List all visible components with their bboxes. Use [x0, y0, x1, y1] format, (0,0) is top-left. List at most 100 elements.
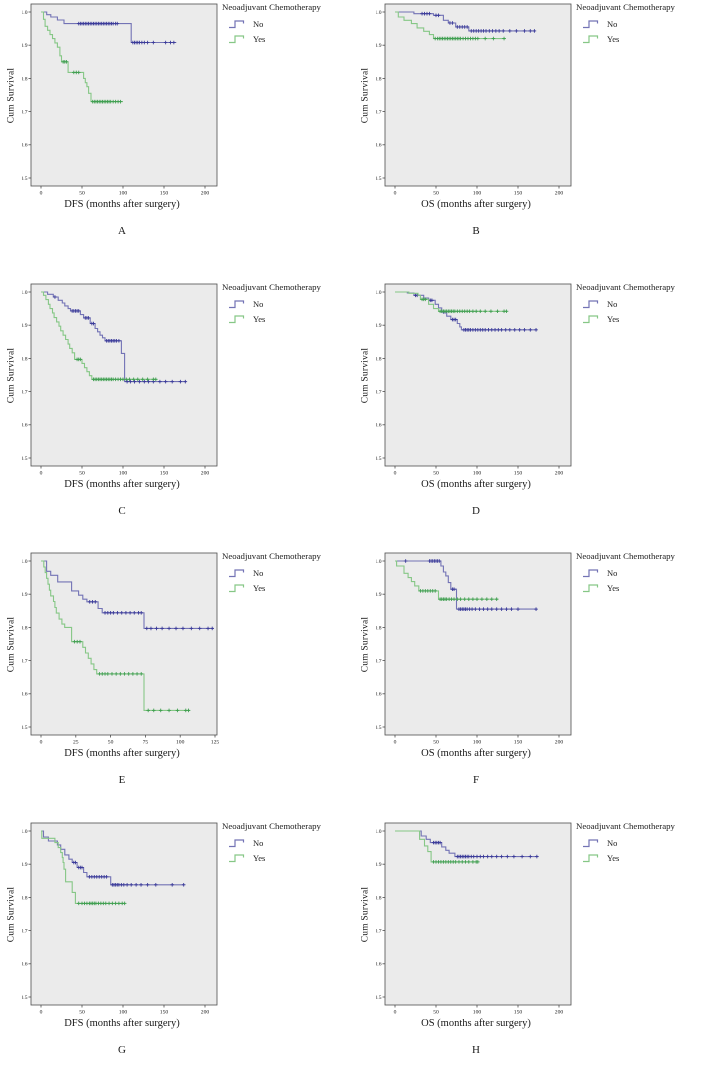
svg-text:150: 150 — [514, 740, 523, 746]
legend-title: Neoadjuvant Chemotherapy — [222, 2, 321, 12]
km-panel-b: Cum Survival 1.0 0.9 0.8 0.7 0.6 0.5 0 50 100 150… — [354, 0, 708, 267]
svg-text:1.0: 1.0 — [376, 559, 382, 565]
svg-text:50: 50 — [108, 740, 114, 746]
km-plot-h: 1.0 0.9 0.8 0.7 0.6 0.5 0 50 100 150 200 — [376, 822, 572, 1016]
svg-text:0.9: 0.9 — [376, 592, 382, 598]
svg-text:100: 100 — [119, 191, 128, 197]
legend-label-no: No — [253, 298, 264, 309]
legend-label-no: No — [253, 837, 264, 848]
svg-text:25: 25 — [73, 740, 79, 746]
legend-item-yes: Yes — [582, 32, 708, 45]
svg-text:0.5: 0.5 — [22, 725, 28, 731]
km-panel-c: Cum Survival 1.0 0.9 0.8 0.7 0.6 0.5 0 50 100 150… — [0, 267, 354, 534]
legend-item-no: No — [228, 836, 354, 849]
svg-text:0.9: 0.9 — [22, 323, 28, 329]
svg-text:100: 100 — [176, 740, 185, 746]
svg-text:0: 0 — [40, 1010, 43, 1016]
svg-text:0.6: 0.6 — [376, 962, 382, 968]
yes-step-line-swatch — [583, 853, 599, 862]
km-plot-f: 1.0 0.9 0.8 0.7 0.6 0.5 0 50 100 150 200 — [376, 552, 572, 746]
svg-text:0.7: 0.7 — [22, 390, 28, 396]
svg-text:0.5: 0.5 — [22, 456, 28, 462]
svg-text:0.8: 0.8 — [22, 625, 28, 631]
no-step-line-swatch — [229, 568, 245, 577]
svg-text:0.8: 0.8 — [376, 895, 382, 901]
legend-title: Neoadjuvant Chemotherapy — [222, 282, 321, 292]
no-step-line-swatch — [583, 838, 599, 847]
x-axis-title: DFS (months after surgery) — [64, 199, 180, 210]
svg-text:50: 50 — [79, 471, 85, 477]
x-axis-title: DFS (months after surgery) — [64, 479, 180, 490]
legend-label-yes: Yes — [607, 313, 620, 324]
svg-text:75: 75 — [143, 740, 149, 746]
legend-label-yes: Yes — [253, 852, 266, 863]
x-axis-title: OS (months after surgery) — [421, 1018, 531, 1029]
km-plot-d: 1.0 0.9 0.8 0.7 0.6 0.5 0 50 100 150 200 — [376, 283, 572, 477]
legend-label-yes: Yes — [607, 852, 620, 863]
legend-item-yes: Yes — [228, 581, 354, 594]
svg-text:0.6: 0.6 — [376, 692, 382, 698]
legend: Neoadjuvant Chemotherapy No Yes — [576, 282, 708, 327]
legend-item-no: No — [582, 836, 708, 849]
svg-text:200: 200 — [201, 471, 210, 477]
km-plot-c: 1.0 0.9 0.8 0.7 0.6 0.5 0 50 100 150 200 — [22, 283, 218, 477]
svg-text:0: 0 — [394, 740, 397, 746]
svg-text:0.9: 0.9 — [376, 323, 382, 329]
legend-item-yes: Yes — [582, 312, 708, 325]
legend-item-no: No — [228, 297, 354, 310]
panel-letter: C — [118, 505, 126, 517]
legend: Neoadjuvant Chemotherapy No Yes — [222, 821, 354, 866]
svg-text:1.0: 1.0 — [22, 559, 28, 565]
svg-text:0.9: 0.9 — [22, 43, 28, 49]
panel-letter: G — [118, 1044, 126, 1056]
svg-text:150: 150 — [514, 1010, 523, 1016]
svg-text:150: 150 — [514, 471, 523, 477]
km-panel-a: Cum Survival 1.0 0.9 0.8 0.7 0.6 0.5 0 50 100 150… — [0, 0, 354, 267]
legend-label-no: No — [607, 567, 618, 578]
legend: Neoadjuvant Chemotherapy No Yes — [576, 821, 708, 866]
legend-item-no: No — [582, 566, 708, 579]
svg-text:150: 150 — [514, 191, 523, 197]
panel-letter: H — [472, 1044, 480, 1056]
svg-text:0.7: 0.7 — [376, 659, 382, 665]
legend-item-yes: Yes — [228, 32, 354, 45]
yes-step-line-swatch — [229, 34, 245, 43]
x-axis-title: OS (months after surgery) — [421, 748, 531, 759]
legend-item-no: No — [228, 566, 354, 579]
y-axis-title: Cum Survival — [6, 67, 17, 124]
svg-text:100: 100 — [473, 1010, 482, 1016]
panel-letter: B — [472, 225, 480, 237]
svg-text:50: 50 — [79, 191, 85, 197]
svg-text:0: 0 — [40, 471, 43, 477]
svg-text:0.8: 0.8 — [22, 76, 28, 82]
svg-text:0.7: 0.7 — [376, 929, 382, 935]
no-step-line-swatch — [229, 19, 245, 28]
figure-row-4: Cum Survival 1.0 0.9 0.8 0.7 0.6 0.5 0 50 100 150… — [0, 801, 708, 1070]
svg-text:50: 50 — [433, 1010, 439, 1016]
svg-text:0.8: 0.8 — [22, 356, 28, 362]
svg-text:100: 100 — [473, 191, 482, 197]
legend-label-no: No — [607, 298, 618, 309]
svg-text:0: 0 — [394, 1010, 397, 1016]
no-step-line-swatch — [583, 568, 599, 577]
y-axis-title: Cum Survival — [360, 67, 371, 124]
svg-text:1.0: 1.0 — [22, 829, 28, 835]
km-panel-h: Cum Survival 1.0 0.9 0.8 0.7 0.6 0.5 0 50 100 150… — [354, 801, 708, 1070]
legend-label-no: No — [607, 837, 618, 848]
svg-text:1.0: 1.0 — [376, 829, 382, 835]
svg-text:0.9: 0.9 — [376, 43, 382, 49]
legend-item-yes: Yes — [228, 851, 354, 864]
legend-title: Neoadjuvant Chemotherapy — [576, 551, 675, 561]
legend-label-yes: Yes — [607, 33, 620, 44]
svg-text:100: 100 — [473, 471, 482, 477]
legend-item-no: No — [228, 17, 354, 30]
svg-text:1.0: 1.0 — [376, 10, 382, 16]
svg-text:0: 0 — [394, 191, 397, 197]
svg-text:200: 200 — [555, 191, 564, 197]
svg-text:0.6: 0.6 — [22, 423, 28, 429]
svg-text:0.7: 0.7 — [22, 929, 28, 935]
km-panel-d: Cum Survival 1.0 0.9 0.8 0.7 0.6 0.5 0 50 100 150… — [354, 267, 708, 534]
yes-step-line-swatch — [229, 314, 245, 323]
legend-label-yes: Yes — [253, 313, 266, 324]
